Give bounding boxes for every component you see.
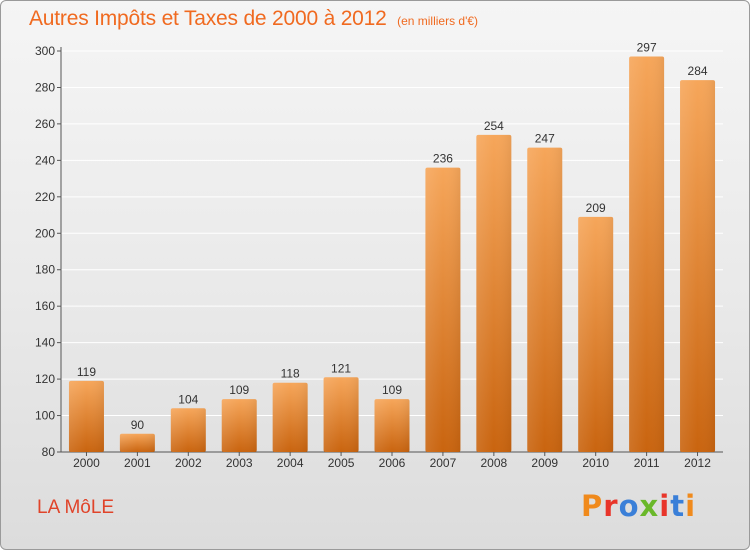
y-tick-label: 180: [35, 263, 55, 277]
logo-letter: P: [581, 489, 604, 523]
bar-shine: [476, 134, 512, 452]
bar-shine: [323, 377, 359, 452]
y-tick-label: 80: [42, 445, 56, 459]
bar-shine: [170, 408, 206, 452]
y-tick-label: 200: [35, 226, 55, 240]
data-label: 121: [331, 361, 351, 375]
data-label: 209: [586, 201, 606, 215]
logo-letter: i: [659, 489, 671, 523]
x-tick-label: 2007: [430, 456, 457, 470]
place-name: LA MôLE: [37, 497, 115, 518]
x-tick-label: 2008: [480, 456, 507, 470]
logo-letter: i: [685, 489, 697, 523]
bar-shine: [374, 399, 410, 452]
data-label: 109: [229, 383, 249, 397]
bar-shine: [527, 147, 563, 452]
x-tick-label: 2001: [124, 456, 151, 470]
bar-shine: [680, 80, 716, 452]
x-tick-label: 2012: [684, 456, 711, 470]
data-label: 247: [535, 132, 555, 146]
chart-subtitle: (en milliers d'€): [397, 14, 479, 28]
data-label: 254: [484, 119, 504, 133]
data-label: 284: [688, 64, 708, 78]
y-tick-label: 160: [35, 299, 55, 313]
bar-shine: [221, 399, 257, 452]
x-tick-label: 2011: [634, 456, 660, 470]
bar-shine: [629, 56, 665, 453]
bar-shine: [272, 382, 308, 452]
labels: 80 100 120 140 160 180 200 220 240 260 280 300 119 20…: [35, 40, 711, 470]
logo-letter: x: [639, 489, 660, 523]
bars: [68, 56, 716, 453]
data-label: 297: [637, 40, 657, 54]
y-tick-label: 120: [35, 372, 55, 386]
x-tick-label: 2006: [379, 456, 406, 470]
x-tick-label: 2000: [73, 456, 100, 470]
y-tick-label: 140: [35, 336, 55, 350]
bar-shine: [68, 380, 104, 452]
bar-shine: [578, 216, 614, 452]
y-tick-label: 300: [35, 44, 55, 58]
proxiti-logo[interactable]: Proxiti: [581, 489, 696, 523]
logo-letter: t: [670, 489, 686, 523]
chart-title-block: Autres Impôts et Taxes de 2000 à 2012 (e…: [29, 7, 478, 31]
logo-letter: r: [603, 489, 619, 523]
data-label: 236: [433, 152, 453, 166]
y-tick-label: 100: [35, 409, 55, 423]
data-label: 104: [178, 392, 198, 406]
x-tick-label: 2005: [328, 456, 355, 470]
x-tick-label: 2009: [531, 456, 558, 470]
chart-title: Autres Impôts et Taxes de 2000 à 2012: [29, 7, 387, 30]
logo-letter: o: [618, 489, 640, 523]
data-label: 109: [382, 383, 402, 397]
x-tick-label: 2004: [277, 456, 304, 470]
y-tick-label: 260: [35, 117, 55, 131]
data-label: 119: [77, 365, 96, 379]
bar-shine: [425, 167, 461, 452]
data-label: 118: [281, 367, 300, 381]
bar-shine: [119, 433, 155, 452]
x-tick-label: 2003: [226, 456, 253, 470]
y-tick-label: 280: [35, 80, 55, 94]
data-label: 90: [131, 418, 145, 432]
x-tick-label: 2010: [582, 456, 609, 470]
x-tick-label: 2002: [175, 456, 202, 470]
y-tick-label: 220: [35, 190, 55, 204]
y-tick-label: 240: [35, 153, 55, 167]
